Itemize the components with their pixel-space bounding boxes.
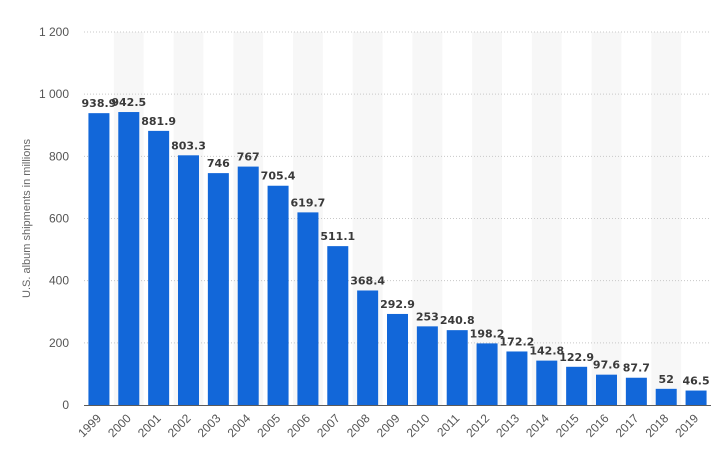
- x-tick-label: 2016: [583, 411, 612, 440]
- y-tick-label: 1 000: [39, 87, 69, 101]
- x-tick-label: 2002: [165, 411, 194, 440]
- x-tick-label: 2014: [523, 411, 552, 440]
- data-label: 292.9: [380, 298, 415, 311]
- x-tick-label: 2012: [463, 411, 492, 440]
- data-label: 52: [659, 373, 674, 386]
- data-label: 198.2: [470, 327, 505, 340]
- y-tick-label: 400: [49, 274, 69, 288]
- data-label: 122.9: [559, 351, 594, 364]
- y-tick-label: 0: [62, 398, 69, 412]
- data-label: 803.3: [171, 139, 206, 152]
- bar: [596, 374, 617, 405]
- data-label: 240.8: [440, 314, 475, 327]
- bar: [178, 155, 199, 405]
- data-label: 253: [416, 310, 439, 323]
- data-label: 942.5: [111, 96, 146, 109]
- data-label: 511.1: [320, 230, 355, 243]
- y-tick-label: 600: [49, 212, 69, 226]
- x-tick-label: 2010: [404, 411, 433, 440]
- data-label: 938.9: [82, 97, 117, 110]
- bar: [237, 166, 259, 405]
- x-tick-label: 2009: [374, 411, 403, 440]
- bar: [685, 390, 707, 405]
- x-tick-label: 2011: [434, 411, 462, 439]
- data-label: 368.4: [350, 274, 385, 287]
- bar: [118, 112, 140, 405]
- data-label: 172.2: [500, 335, 535, 348]
- x-tick-label: 2017: [613, 411, 642, 440]
- bar: [566, 366, 588, 405]
- y-tick-label: 800: [49, 149, 69, 163]
- data-label: 619.7: [291, 196, 326, 209]
- bar: [148, 130, 170, 405]
- x-tick-label: 2005: [254, 411, 283, 440]
- data-label: 767: [237, 151, 260, 164]
- x-tick-label: 2008: [344, 411, 373, 440]
- bar: [416, 326, 438, 405]
- y-tick-label: 1 200: [39, 25, 69, 39]
- x-tick-label: 2013: [493, 411, 522, 440]
- bar: [327, 246, 349, 405]
- data-label: 97.6: [593, 359, 620, 372]
- y-axis-ticks: 0 200 400 600 800 1 000 1 200: [39, 25, 69, 412]
- x-tick-label: 2006: [284, 411, 313, 440]
- x-tick-label: 2003: [195, 411, 224, 440]
- y-axis-label: U.S. album shipments in millions: [21, 139, 33, 298]
- bar: [476, 343, 498, 405]
- data-label: 705.4: [261, 170, 296, 183]
- data-label: 881.9: [141, 115, 176, 128]
- bar: [536, 360, 558, 405]
- bar: [88, 113, 110, 406]
- x-tick-label: 2001: [135, 411, 164, 440]
- x-tick-label: 1999: [75, 411, 104, 440]
- bar: [446, 330, 468, 405]
- bar: [267, 185, 289, 405]
- x-tick-label: 2004: [225, 411, 254, 440]
- bar: [207, 173, 229, 405]
- bars: [88, 112, 707, 406]
- bar: [357, 290, 379, 405]
- x-axis-ticks: 1999 2000 2001 2002 2003 2004 2005 2006 2007 2008…: [75, 411, 701, 440]
- bar: [387, 313, 408, 405]
- x-tick-label: 2000: [105, 411, 134, 440]
- x-tick-label: 2007: [314, 411, 343, 440]
- x-tick-label: 2019: [672, 411, 701, 440]
- data-label: 746: [207, 157, 230, 170]
- y-tick-label: 200: [49, 336, 69, 350]
- data-label: 142.8: [529, 345, 564, 358]
- data-label: 46.5: [683, 375, 710, 388]
- data-label: 87.7: [623, 362, 650, 375]
- bar: [506, 351, 528, 405]
- x-tick-label: 2018: [643, 411, 672, 440]
- x-tick-label: 2015: [553, 411, 582, 440]
- bar: [297, 212, 319, 405]
- bar: [625, 377, 647, 405]
- bar: [655, 388, 677, 405]
- gridlines: [84, 31, 711, 344]
